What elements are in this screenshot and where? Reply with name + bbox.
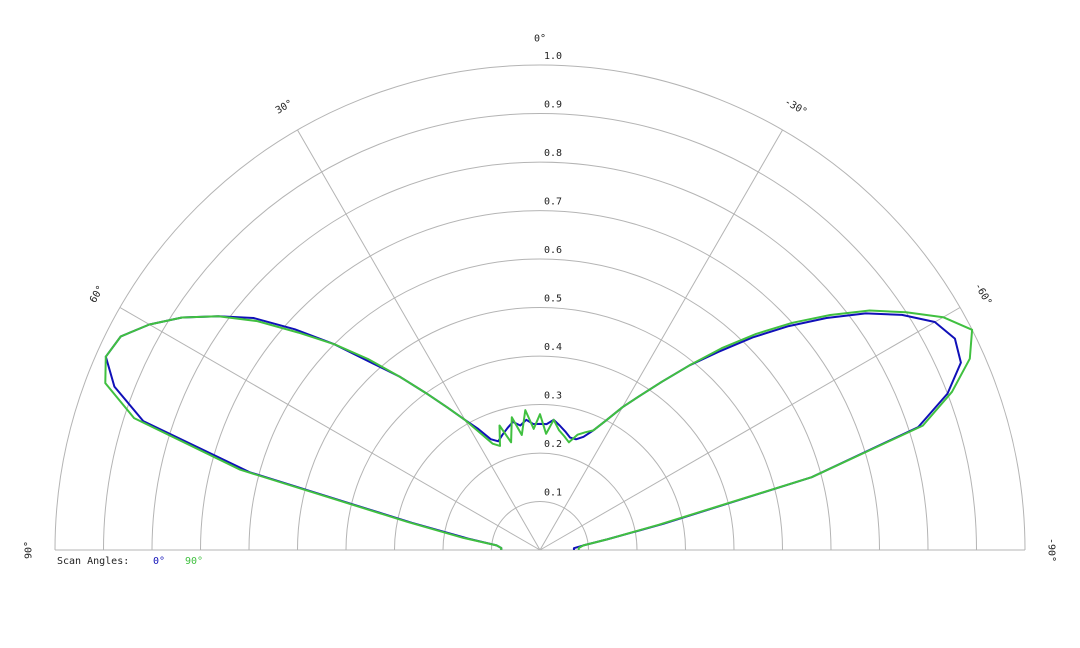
r-tick-label: 0.7 (544, 197, 562, 208)
grid-circle (151, 161, 929, 551)
series-line (104, 309, 974, 551)
theta-tick-label: -90° (1046, 538, 1057, 562)
r-tick-label: 0.2 (544, 439, 562, 450)
grid-circle (200, 210, 880, 551)
r-tick-label: 0.4 (544, 342, 562, 353)
legend-entry: 0° (153, 556, 165, 567)
legend-entry: 90° (185, 556, 203, 567)
grid-circle (54, 64, 1026, 551)
r-tick-label: 0.1 (544, 488, 562, 499)
r-tick-label: 0.6 (544, 245, 562, 256)
grid-circle (394, 404, 686, 551)
legend-title: Scan Angles: (57, 556, 129, 567)
r-tick-label: 0.8 (544, 148, 562, 159)
grid-circle (248, 258, 832, 551)
r-tick-label: 0.9 (544, 100, 562, 111)
theta-tick-label: 90° (23, 541, 34, 559)
grid-circle (442, 452, 638, 551)
theta-tick-label: 30° (274, 98, 295, 117)
grid-spoke (539, 307, 961, 551)
series-line (104, 312, 962, 551)
theta-tick-label: 60° (88, 284, 107, 305)
grid-spoke (297, 129, 541, 551)
grid-circle (491, 501, 589, 551)
theta-tick-label: -60° (972, 281, 994, 307)
r-tick-label: 0.5 (544, 294, 562, 305)
r-tick-label: 1.0 (544, 51, 562, 62)
grid-circle (297, 307, 783, 551)
theta-tick-label: -30° (782, 97, 808, 119)
grid-spoke (119, 307, 541, 551)
grid-spoke (539, 129, 783, 551)
r-tick-label: 0.3 (544, 391, 562, 402)
theta-tick-label: 0° (534, 33, 546, 44)
grid-circle (345, 355, 735, 551)
grid-circle (103, 113, 977, 551)
